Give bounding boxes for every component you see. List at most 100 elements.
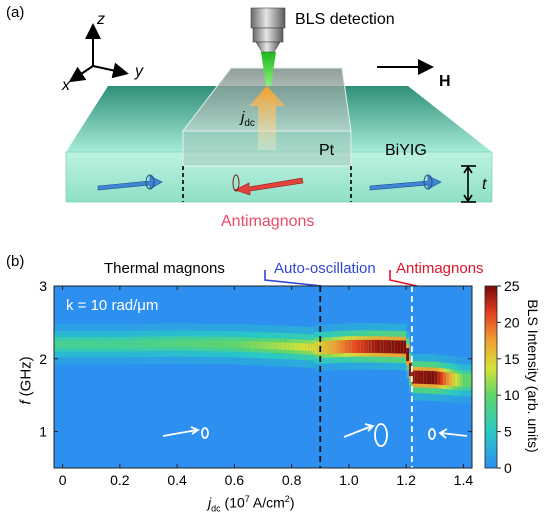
- field-label: H: [439, 73, 451, 90]
- spin-arrow-left: [97, 174, 163, 191]
- heatmap-cell: [114, 340, 118, 348]
- heatmap-cell: [214, 340, 218, 348]
- x-tick-label: 0.8: [282, 472, 302, 488]
- heatmap-cell: [65, 340, 69, 348]
- precession-icon-anti: [428, 428, 468, 440]
- x-tick-label: 1.4: [454, 472, 474, 488]
- heatmap-cell: [245, 341, 250, 349]
- heatmap-cell: [423, 370, 427, 384]
- heatmap-cell: [231, 340, 235, 348]
- heatmap-cell: [351, 339, 356, 353]
- spin-arrow-center: [232, 174, 304, 196]
- region-auto-label: Auto-oscillation: [274, 260, 376, 277]
- heatmap-cell: [334, 340, 339, 354]
- heatmap-cell: [374, 339, 379, 353]
- heatmap-cell: [314, 341, 318, 355]
- heatmap-cell: [317, 341, 321, 355]
- heatmap-cell: [82, 340, 87, 348]
- axis-y-label: y: [135, 63, 143, 80]
- heatmap-cell: [265, 341, 270, 350]
- heatmap-cell: [222, 340, 227, 348]
- heatmap-cell: [463, 374, 467, 388]
- x-axis-title: jdc (107 A/cm2): [208, 494, 295, 514]
- heatmap-cell: [185, 339, 190, 348]
- x-tick-label: 0.2: [110, 472, 130, 488]
- heatmap-cell: [388, 340, 393, 354]
- anti-bracket: [389, 270, 418, 287]
- heatmap-cell: [325, 340, 330, 355]
- heatmap-cell: [111, 340, 115, 348]
- heatmap-cell: [139, 340, 144, 348]
- heatmap-cell: [443, 372, 447, 386]
- heatmap-cell: [360, 339, 364, 353]
- heatmap-cell: [99, 340, 104, 348]
- heatmap-cell: [406, 348, 410, 362]
- heatmap-cell: [340, 340, 344, 354]
- heatmap-cell: [200, 340, 204, 348]
- heatmap-cell: [271, 342, 276, 350]
- heatmap-cell: [366, 339, 370, 353]
- heatmap-cell: [79, 340, 84, 348]
- heatmap-cell: [191, 340, 195, 348]
- threshold-lines: [319, 286, 413, 468]
- heatmap-cell: [280, 342, 284, 350]
- heatmap-cell: [251, 341, 256, 349]
- heatmap-cell: [228, 340, 233, 348]
- y-axis: 1 2 3: [39, 278, 472, 440]
- heatmap-cell: [383, 340, 387, 354]
- heatmap-cell: [94, 340, 98, 348]
- spin-arrow-right: [369, 174, 442, 191]
- heatmap-cell: [168, 339, 172, 348]
- colorbar-axis: 0 5 10 15 20 25: [497, 278, 520, 476]
- heatmap-cell: [308, 343, 313, 352]
- heatmap-cell: [91, 340, 95, 348]
- pt-label: Pt: [319, 142, 335, 159]
- colorbar-tick-label: 25: [504, 278, 520, 294]
- heatmap-cell: [108, 340, 112, 348]
- heatmap-cell: [320, 341, 324, 355]
- heatmap-cell: [331, 340, 336, 354]
- heatmap-cell: [454, 373, 459, 387]
- colorbar-title: BLS Intensity (arb. units): [525, 299, 541, 453]
- heatmap-cell: [257, 341, 261, 349]
- heatmap-cell: [466, 374, 470, 388]
- heatmap-cell: [242, 340, 247, 349]
- colorbar-tick-label: 5: [504, 424, 512, 440]
- heatmap-cell: [380, 339, 384, 354]
- biyig-front-face: [65, 151, 493, 203]
- heatmap-cell: [460, 373, 465, 388]
- heatmap-cell: [354, 339, 359, 353]
- heatmap-cell: [300, 343, 304, 351]
- heatmap-cell: [88, 340, 92, 348]
- biyig-label: BiYIG: [385, 142, 427, 159]
- heatmap-cell: [205, 340, 210, 348]
- heatmap-cell: [188, 340, 193, 348]
- panel-a-schematic: [65, 7, 493, 203]
- heatmap-cell: [131, 340, 135, 348]
- thickness-bracket: [461, 165, 476, 203]
- heatmap-cell: [62, 340, 67, 348]
- x-tick-label: 0.6: [225, 472, 245, 488]
- heatmap-cell: [449, 372, 453, 386]
- x-tick-label: 1.0: [339, 472, 359, 488]
- heatmap-cell: [54, 340, 58, 348]
- heatmap-cell: [343, 340, 347, 354]
- x-tick-label: 0: [59, 472, 67, 488]
- y-tick-label: 3: [39, 278, 47, 294]
- heatmap-cell: [174, 339, 178, 348]
- heatmap-cell: [179, 339, 184, 348]
- heatmap-cell: [305, 343, 310, 351]
- heatmap-cell: [277, 342, 281, 350]
- axis-x-label: x: [62, 77, 70, 94]
- heatmap-cell: [237, 340, 241, 349]
- heatmap-cell: [434, 371, 439, 385]
- precession-icon-auto: [343, 423, 388, 447]
- heatmap-cell: [128, 340, 132, 348]
- heatmap-cell: [414, 370, 419, 384]
- x-tick-label: 1.2: [396, 472, 416, 488]
- y-tick-label: 2: [39, 351, 47, 367]
- heatmap-cell: [76, 340, 81, 348]
- heatmap-cell: [371, 339, 376, 353]
- heatmap-cell: [440, 371, 444, 386]
- auto-bracket: [264, 270, 323, 287]
